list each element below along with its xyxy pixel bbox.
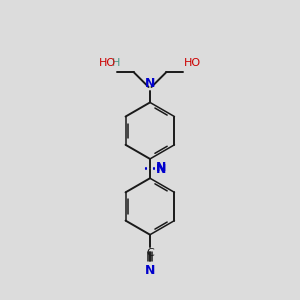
Text: N: N	[145, 264, 155, 278]
Text: N: N	[156, 163, 166, 176]
Text: H: H	[112, 58, 120, 68]
Text: HO: HO	[99, 58, 116, 68]
Text: N: N	[156, 161, 166, 174]
Text: HO: HO	[184, 58, 201, 68]
Text: N: N	[145, 77, 155, 90]
Text: C: C	[146, 248, 154, 258]
